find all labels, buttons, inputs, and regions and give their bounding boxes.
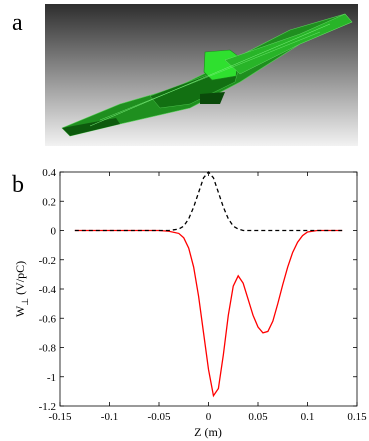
series-line xyxy=(75,172,342,231)
x-axis-label: Z (m) xyxy=(194,425,222,439)
y-tick-label: -0.6 xyxy=(39,313,57,325)
x-tick-label: 0 xyxy=(206,411,212,423)
y-tick-label: 0 xyxy=(51,226,57,238)
x-tick-label: 0.1 xyxy=(301,411,315,423)
figure: a b Z (m) W⊥(V/pC) -1.2-1-0.8-0.6-0.4-0.… xyxy=(0,0,369,441)
y-label-unit: (V/pC) xyxy=(13,261,27,295)
x-tick-label: -0.1 xyxy=(101,411,118,423)
y-tick-label: -0.8 xyxy=(39,343,57,355)
series-line xyxy=(75,231,342,396)
y-label-main: W xyxy=(13,305,27,317)
y-tick-label: -0.4 xyxy=(39,284,57,296)
x-tick-label: 0.05 xyxy=(248,411,268,423)
x-tick-label: 0.15 xyxy=(347,411,367,423)
y-axis-label: W⊥ (V/pC) xyxy=(13,261,30,317)
panel-label: b xyxy=(12,172,24,198)
x-tick-label: -0.05 xyxy=(148,411,171,423)
y-tick-label: 0.2 xyxy=(42,196,56,208)
y-tick-label: 0.4 xyxy=(42,167,56,179)
x-tick-label: -0.15 xyxy=(49,411,72,423)
y-label-sub: ⊥ xyxy=(20,298,30,306)
page: {"panel_labels": ["a", "b"], "chart_data… xyxy=(0,0,369,441)
render-image xyxy=(45,4,358,146)
y-tick-label: -1 xyxy=(47,372,56,384)
panel-label: a xyxy=(12,10,23,36)
y-tick-label: -0.2 xyxy=(39,255,56,267)
